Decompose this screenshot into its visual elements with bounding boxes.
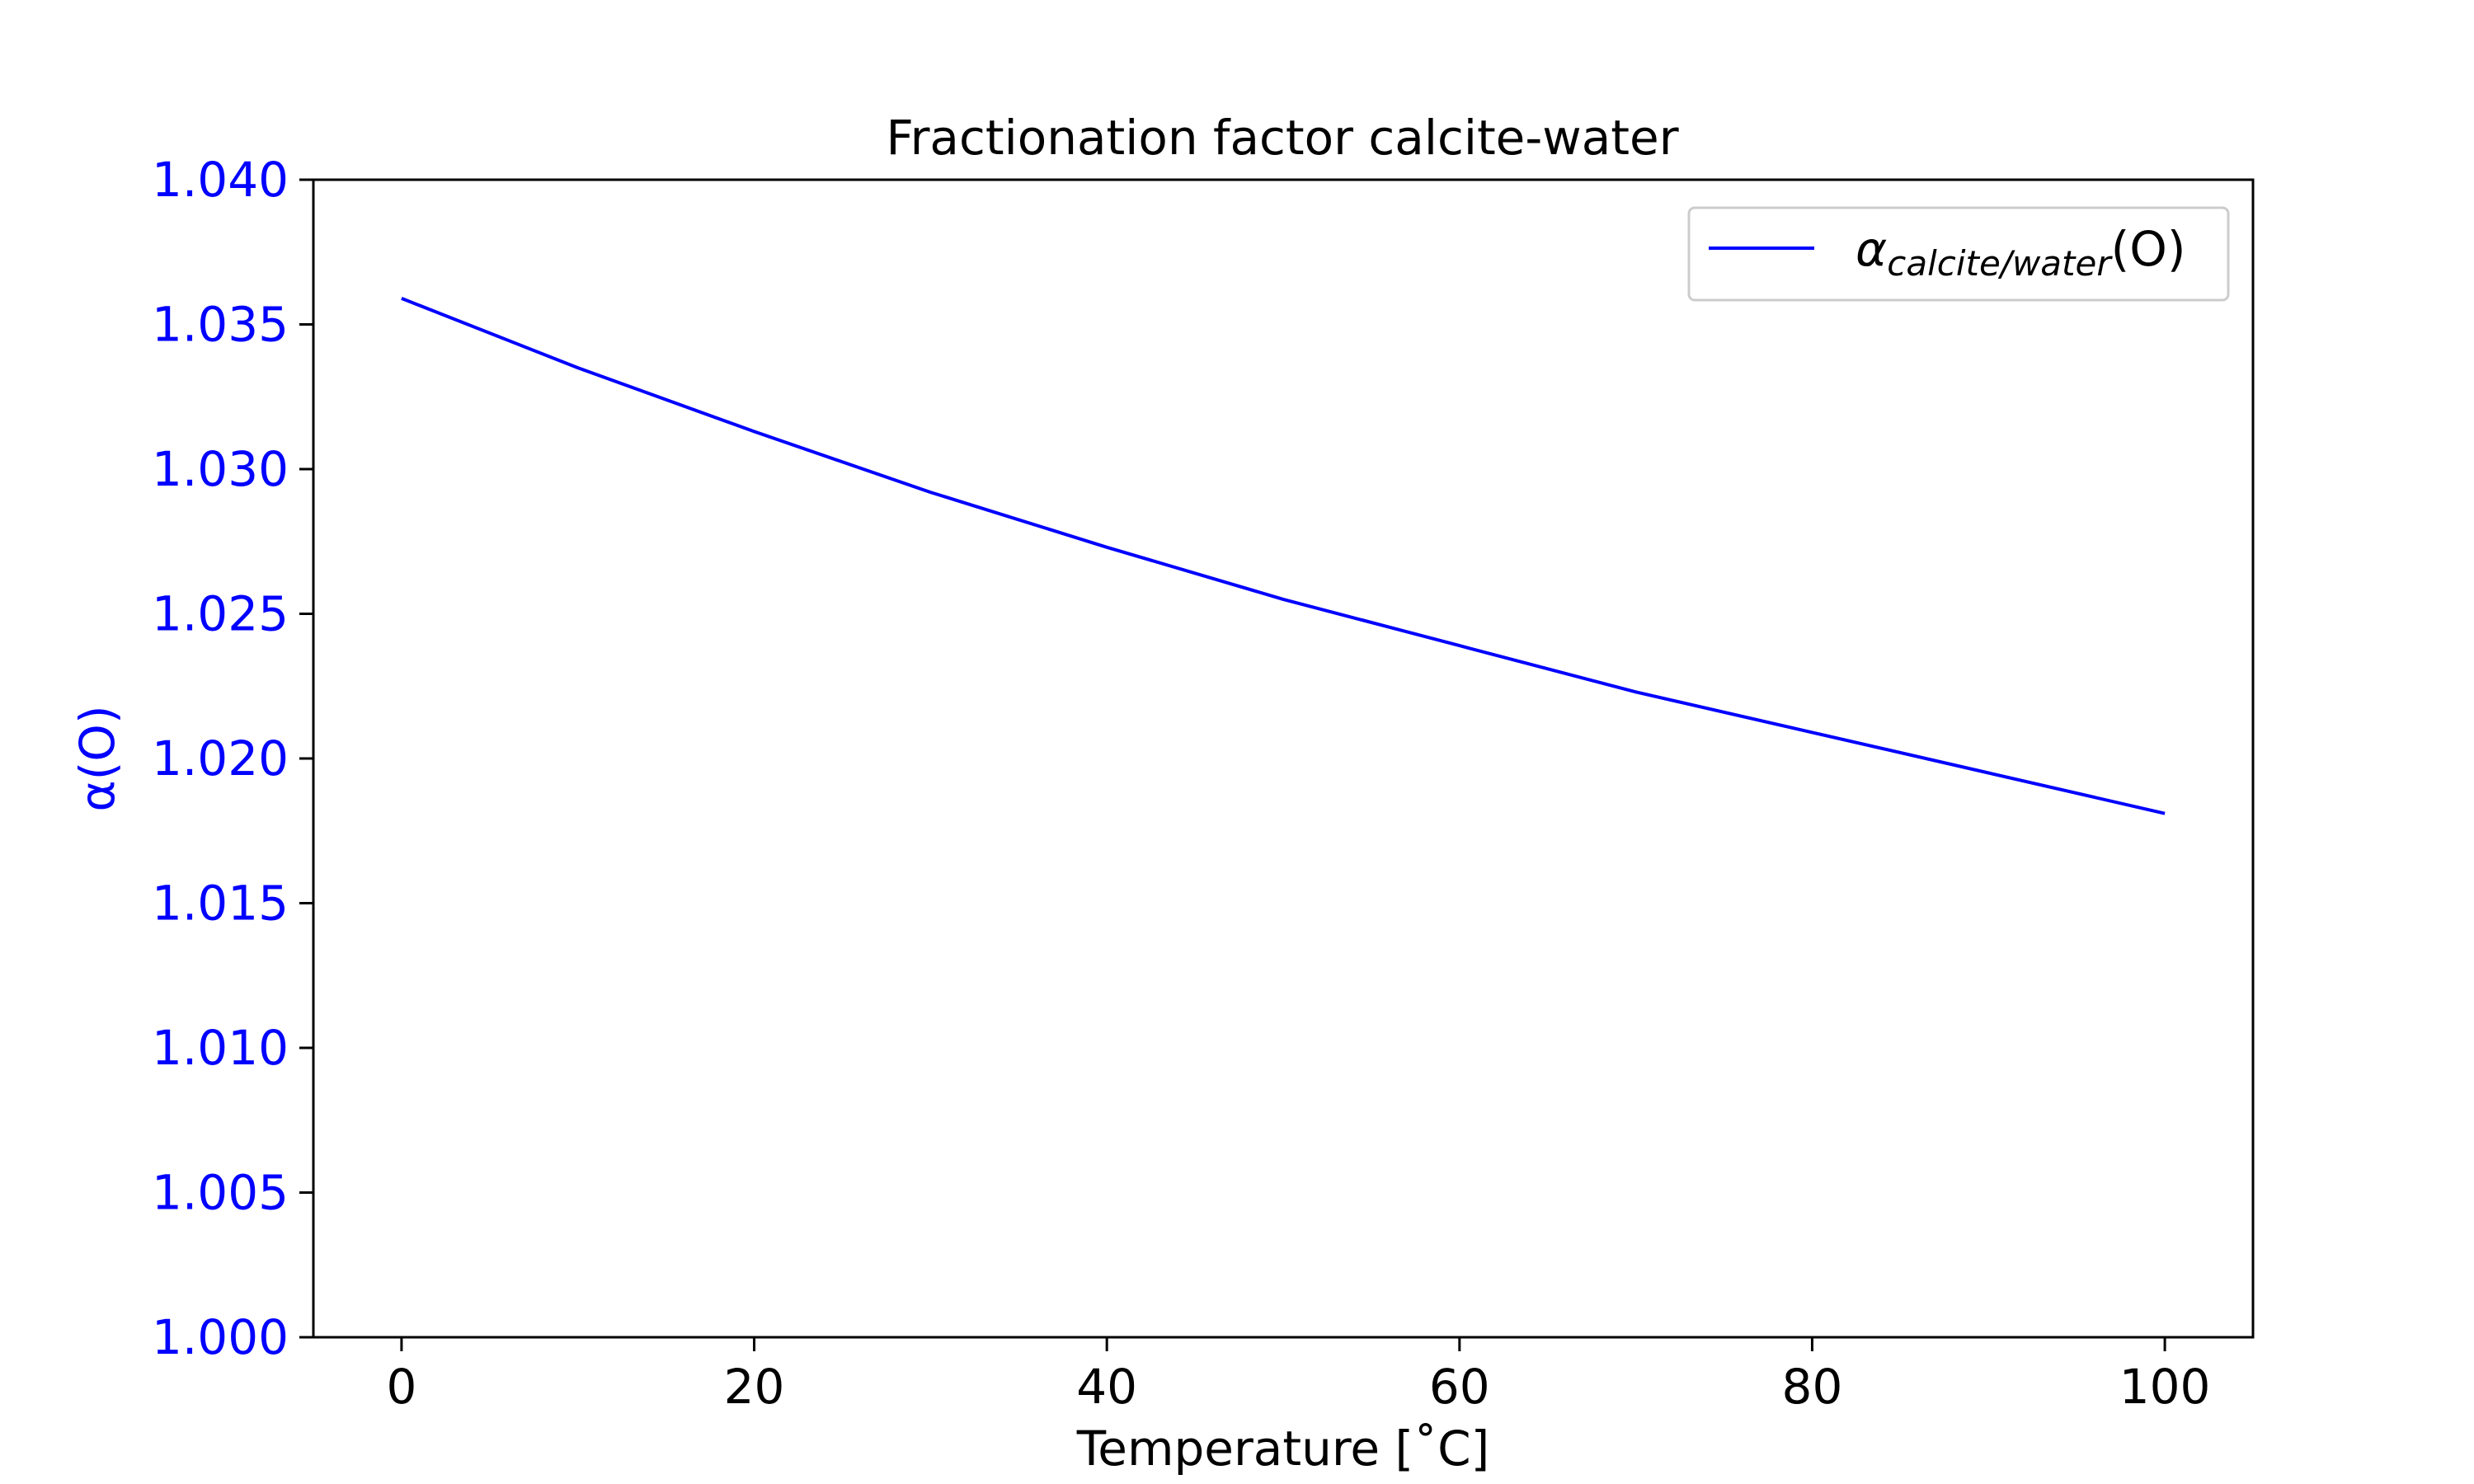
- legend-subscript: calcite/water: [1887, 243, 2113, 284]
- x-tick-label: 20: [724, 1359, 785, 1415]
- x-tick-label: 100: [2119, 1359, 2211, 1415]
- legend: αcalcite/water(O): [1687, 206, 2230, 302]
- x-tick-label: 80: [1782, 1359, 1843, 1415]
- legend-box: [1687, 206, 2230, 302]
- axes-frame: [312, 178, 2255, 1339]
- y-tick-label: 1.020: [152, 730, 289, 787]
- x-axis-ticks: 0 20 40 60 80 100: [386, 1337, 2210, 1415]
- legend-symbol: α: [1856, 221, 1887, 277]
- y-tick-label: 1.035: [152, 297, 289, 353]
- y-tick-label: 1.030: [152, 441, 289, 497]
- chart-title: Fractionation factor calcite-water: [886, 110, 1678, 166]
- y-tick-label: 1.010: [152, 1020, 289, 1076]
- y-axis-ticks: 1.000 1.005 1.010 1.015 1.020 1.025 1.030 1.035…: [152, 152, 313, 1365]
- series-line: [401, 297, 2166, 815]
- legend-label: αcalcite/water(O): [1856, 221, 2186, 284]
- plot-area: [401, 297, 2166, 815]
- y-tick-label: 1.015: [152, 876, 289, 932]
- x-tick-label: 40: [1076, 1359, 1137, 1415]
- x-axis-label: Temperature [˚C]: [1076, 1421, 1490, 1477]
- y-tick-label: 1.040: [152, 152, 289, 208]
- x-tick-label: 60: [1429, 1359, 1490, 1415]
- y-tick-label: 1.025: [152, 586, 289, 642]
- y-tick-label: 1.000: [152, 1309, 289, 1365]
- legend-suffix: (O): [2111, 221, 2186, 277]
- x-tick-label: 0: [386, 1359, 416, 1415]
- y-tick-label: 1.005: [152, 1165, 289, 1221]
- y-axis-label: α(O): [69, 705, 125, 811]
